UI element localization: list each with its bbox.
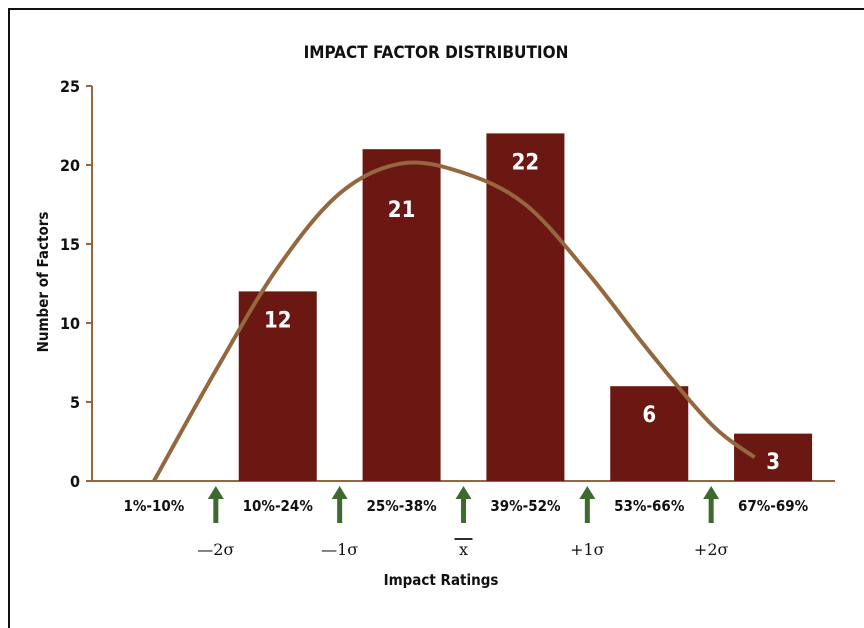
y-tick-label: 20 [60, 156, 80, 175]
bar [362, 149, 441, 481]
bar [734, 433, 813, 481]
up-arrow-icon [584, 497, 590, 523]
up-arrow-icon [207, 486, 224, 499]
bar-value-label: 21 [388, 198, 416, 223]
chart-title: IMPACT FACTOR DISTRIBUTION [304, 43, 569, 63]
bar [238, 291, 317, 481]
sigma-marker-label: +1σ [570, 540, 605, 559]
x-category-label: 1%-10% [124, 497, 185, 515]
sigma-marker: x [454, 486, 473, 559]
sigma-marker-label: —1σ [321, 540, 358, 559]
up-arrow-icon [708, 497, 714, 523]
y-tick-label: 0 [70, 472, 80, 491]
up-arrow-icon [213, 497, 219, 523]
bar [610, 386, 689, 481]
x-category-label: 53%-66% [614, 497, 685, 515]
chart-frame [8, 8, 864, 628]
plot-area: 0 5 10 15 20 25 12 21 22 6 3 1%-10% 10%-24% 25%-38% 39… [60, 77, 835, 559]
x-category-label: 25%-38% [366, 497, 437, 515]
up-arrow-icon [703, 486, 720, 499]
up-arrow-icon [461, 497, 466, 523]
x-category-label: 10%-24% [243, 497, 314, 515]
y-axis-label: Number of Factors [34, 212, 52, 353]
normal-distribution-curve [152, 160, 756, 482]
x-category-label: 67%-69% [738, 497, 809, 515]
x-axis-label: Impact Ratings [384, 571, 499, 589]
y-tick-label: 10 [60, 314, 80, 333]
sigma-marker: +2σ [694, 486, 729, 559]
up-arrow-icon [337, 497, 343, 523]
up-arrow-icon [455, 486, 472, 499]
bar-value-label: 6 [642, 403, 656, 428]
up-arrow-icon [579, 486, 596, 499]
x-category-label: 39%-52% [490, 497, 561, 515]
sigma-marker-label: +2σ [694, 540, 729, 559]
sigma-marker: —2σ [197, 486, 234, 559]
sigma-marker: +1σ [570, 486, 605, 559]
sigma-marker-label: x [459, 540, 468, 559]
sigma-marker-label: —2σ [197, 540, 234, 559]
y-tick-label: 5 [70, 393, 80, 412]
y-tick-label: 15 [60, 235, 80, 254]
bar-value-label: 12 [264, 308, 292, 333]
sigma-marker: —1σ [321, 486, 358, 559]
bar-value-label: 3 [766, 450, 780, 475]
bar [486, 133, 565, 481]
y-tick-label: 25 [60, 77, 80, 96]
up-arrow-icon [331, 486, 348, 499]
bar-value-label: 22 [512, 150, 540, 175]
